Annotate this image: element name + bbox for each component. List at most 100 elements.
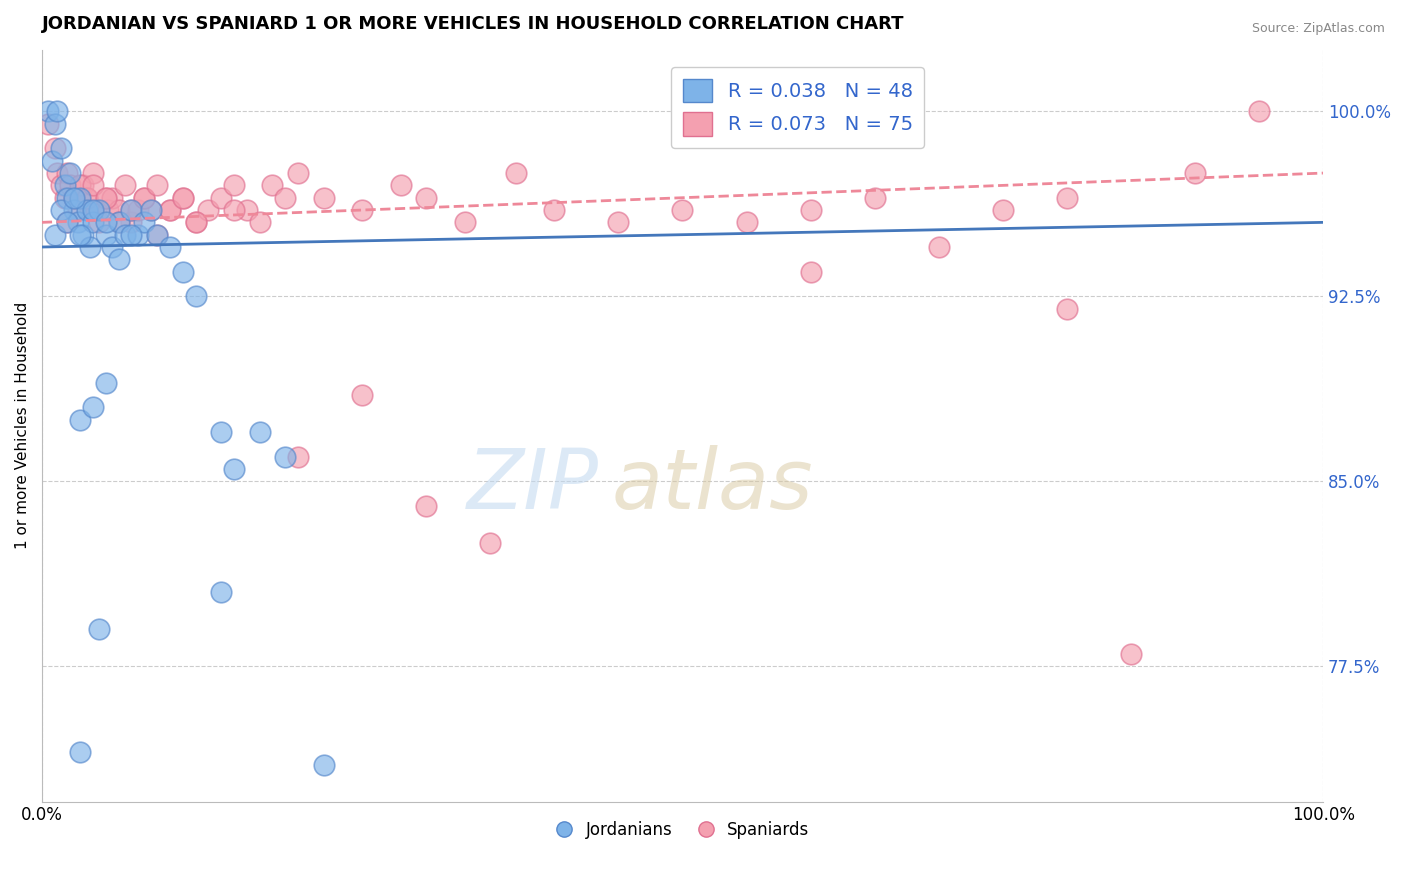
Point: [249, 215, 271, 229]
Point: [76, 191, 98, 205]
Point: [37, 104, 59, 119]
Point: [94, 376, 117, 390]
Point: [134, 191, 156, 205]
Point: [159, 202, 181, 217]
Point: [184, 289, 207, 303]
Point: [49, 178, 72, 193]
Point: [172, 191, 194, 205]
Point: [69, 227, 91, 242]
Point: [46, 166, 69, 180]
Point: [389, 178, 412, 193]
Point: [127, 202, 149, 217]
Point: [101, 191, 124, 205]
Point: [800, 265, 823, 279]
Point: [53, 178, 76, 193]
Text: ZIP: ZIP: [467, 445, 599, 526]
Point: [134, 215, 156, 229]
Point: [82, 401, 104, 415]
Point: [121, 215, 143, 229]
Point: [146, 227, 169, 242]
Point: [63, 202, 86, 217]
Point: [312, 191, 335, 205]
Text: atlas: atlas: [612, 445, 814, 526]
Point: [222, 178, 245, 193]
Y-axis label: 1 or more Vehicles in Household: 1 or more Vehicles in Household: [15, 302, 30, 549]
Point: [97, 202, 120, 217]
Point: [72, 227, 94, 242]
Point: [69, 191, 91, 205]
Point: [146, 227, 169, 242]
Point: [76, 191, 98, 205]
Point: [505, 166, 527, 180]
Point: [63, 191, 86, 205]
Point: [863, 191, 886, 205]
Point: [287, 166, 309, 180]
Point: [274, 450, 297, 464]
Point: [53, 191, 76, 205]
Point: [209, 425, 232, 439]
Point: [479, 535, 502, 549]
Point: [159, 240, 181, 254]
Point: [56, 166, 79, 180]
Text: Source: ZipAtlas.com: Source: ZipAtlas.com: [1251, 22, 1385, 36]
Point: [1056, 191, 1078, 205]
Point: [49, 202, 72, 217]
Point: [121, 202, 143, 217]
Point: [1119, 647, 1142, 661]
Point: [114, 227, 136, 242]
Point: [139, 202, 162, 217]
Point: [49, 141, 72, 155]
Point: [312, 757, 335, 772]
Point: [352, 202, 374, 217]
Point: [415, 191, 437, 205]
Point: [222, 202, 245, 217]
Point: [1056, 301, 1078, 316]
Point: [139, 202, 162, 217]
Point: [134, 191, 156, 205]
Point: [94, 191, 117, 205]
Point: [41, 153, 63, 168]
Point: [352, 388, 374, 402]
Text: JORDANIAN VS SPANIARD 1 OR MORE VEHICLES IN HOUSEHOLD CORRELATION CHART: JORDANIAN VS SPANIARD 1 OR MORE VEHICLES…: [42, 15, 904, 33]
Point: [63, 191, 86, 205]
Point: [37, 117, 59, 131]
Legend: Jordanians, Spaniards: Jordanians, Spaniards: [548, 814, 815, 846]
Point: [543, 202, 565, 217]
Point: [69, 745, 91, 759]
Point: [274, 191, 297, 205]
Point: [121, 202, 143, 217]
Point: [66, 202, 89, 217]
Point: [671, 202, 693, 217]
Point: [76, 202, 98, 217]
Point: [172, 265, 194, 279]
Point: [94, 227, 117, 242]
Point: [991, 202, 1014, 217]
Point: [82, 202, 104, 217]
Point: [159, 202, 181, 217]
Point: [63, 191, 86, 205]
Point: [287, 450, 309, 464]
Point: [107, 215, 129, 229]
Point: [121, 227, 143, 242]
Point: [82, 178, 104, 193]
Point: [222, 462, 245, 476]
Point: [69, 178, 91, 193]
Point: [735, 215, 758, 229]
Point: [44, 117, 66, 131]
Point: [44, 141, 66, 155]
Point: [89, 215, 111, 229]
Point: [101, 240, 124, 254]
Point: [1184, 166, 1206, 180]
Point: [127, 227, 149, 242]
Point: [114, 178, 136, 193]
Point: [453, 215, 475, 229]
Point: [59, 178, 82, 193]
Point: [56, 215, 79, 229]
Point: [415, 499, 437, 513]
Point: [89, 202, 111, 217]
Point: [236, 202, 259, 217]
Point: [94, 215, 117, 229]
Point: [84, 202, 107, 217]
Point: [107, 202, 129, 217]
Point: [184, 215, 207, 229]
